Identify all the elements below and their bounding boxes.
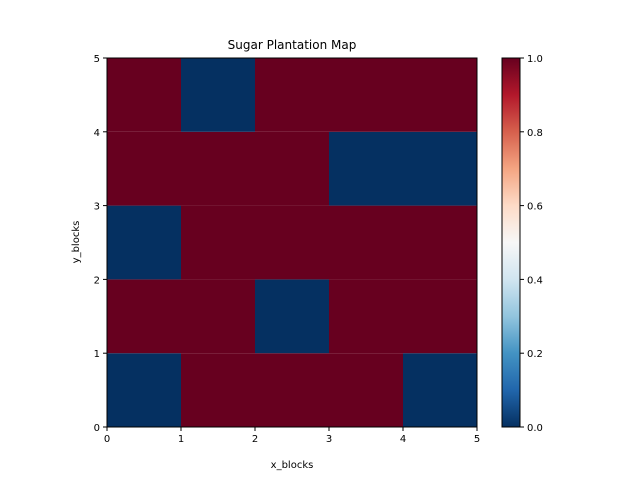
y-axis-ticks: 0 1 2 3 4 5 (94, 54, 107, 434)
heatmap-cell (181, 58, 255, 132)
chart-title: Sugar Plantation Map (228, 38, 357, 52)
colorbar-tick-label: 0.8 (527, 128, 543, 139)
y-tick-label: 2 (94, 275, 100, 286)
colorbar-tick-label: 0.6 (527, 202, 543, 213)
heatmap-cell (403, 279, 477, 354)
x-tick-label: 0 (104, 434, 110, 445)
y-tick-label: 0 (94, 423, 100, 434)
heatmap-cell (107, 131, 181, 206)
heatmap-cell (403, 131, 477, 206)
heatmap-cells (107, 58, 477, 427)
x-tick-label: 5 (474, 434, 480, 445)
colorbar-tick-label: 0.2 (527, 349, 543, 360)
heatmap-cell (107, 279, 181, 354)
x-axis-ticks: 0 1 2 3 4 5 (104, 427, 480, 445)
heatmap-cell (181, 353, 255, 427)
y-tick-label: 1 (94, 349, 100, 360)
heatmap-cell (255, 353, 329, 427)
x-axis-label: x_blocks (271, 460, 314, 471)
heatmap-cell (181, 205, 255, 280)
y-axis-label: y_blocks (71, 221, 82, 264)
x-tick-label: 2 (252, 434, 258, 445)
heatmap-cell (403, 353, 477, 427)
heatmap-cell (255, 279, 329, 354)
y-tick-label: 4 (94, 128, 100, 139)
heatmap-cell (329, 279, 403, 354)
heatmap-cell (329, 58, 403, 132)
heatmap-cell (255, 58, 329, 132)
heatmap-cell (329, 353, 403, 427)
heatmap-cell (107, 353, 181, 427)
heatmap-cell (403, 205, 477, 280)
x-tick-label: 3 (326, 434, 332, 445)
colorbar-tick-label: 1.0 (527, 54, 543, 65)
heatmap-cell (181, 279, 255, 354)
y-tick-label: 5 (94, 54, 100, 65)
heatmap-cell (255, 131, 329, 206)
heatmap-cell (329, 205, 403, 280)
colorbar-tick-label: 0.4 (527, 275, 543, 286)
colorbar-tick-label: 0.0 (527, 423, 543, 434)
plot-frame (106, 57, 478, 428)
x-tick-label: 1 (178, 434, 184, 445)
heatmap-cell (329, 131, 403, 206)
heatmap-cell (255, 205, 329, 280)
colorbar (501, 57, 521, 428)
heatmap-cell (403, 58, 477, 132)
heatmap-cell (181, 131, 255, 206)
heatmap-cell (107, 58, 181, 132)
heatmap-cell (107, 205, 181, 280)
colorbar-ticks: 0.0 0.2 0.4 0.6 0.8 1.0 (520, 54, 543, 434)
y-tick-label: 3 (94, 202, 100, 213)
x-tick-label: 4 (400, 434, 406, 445)
